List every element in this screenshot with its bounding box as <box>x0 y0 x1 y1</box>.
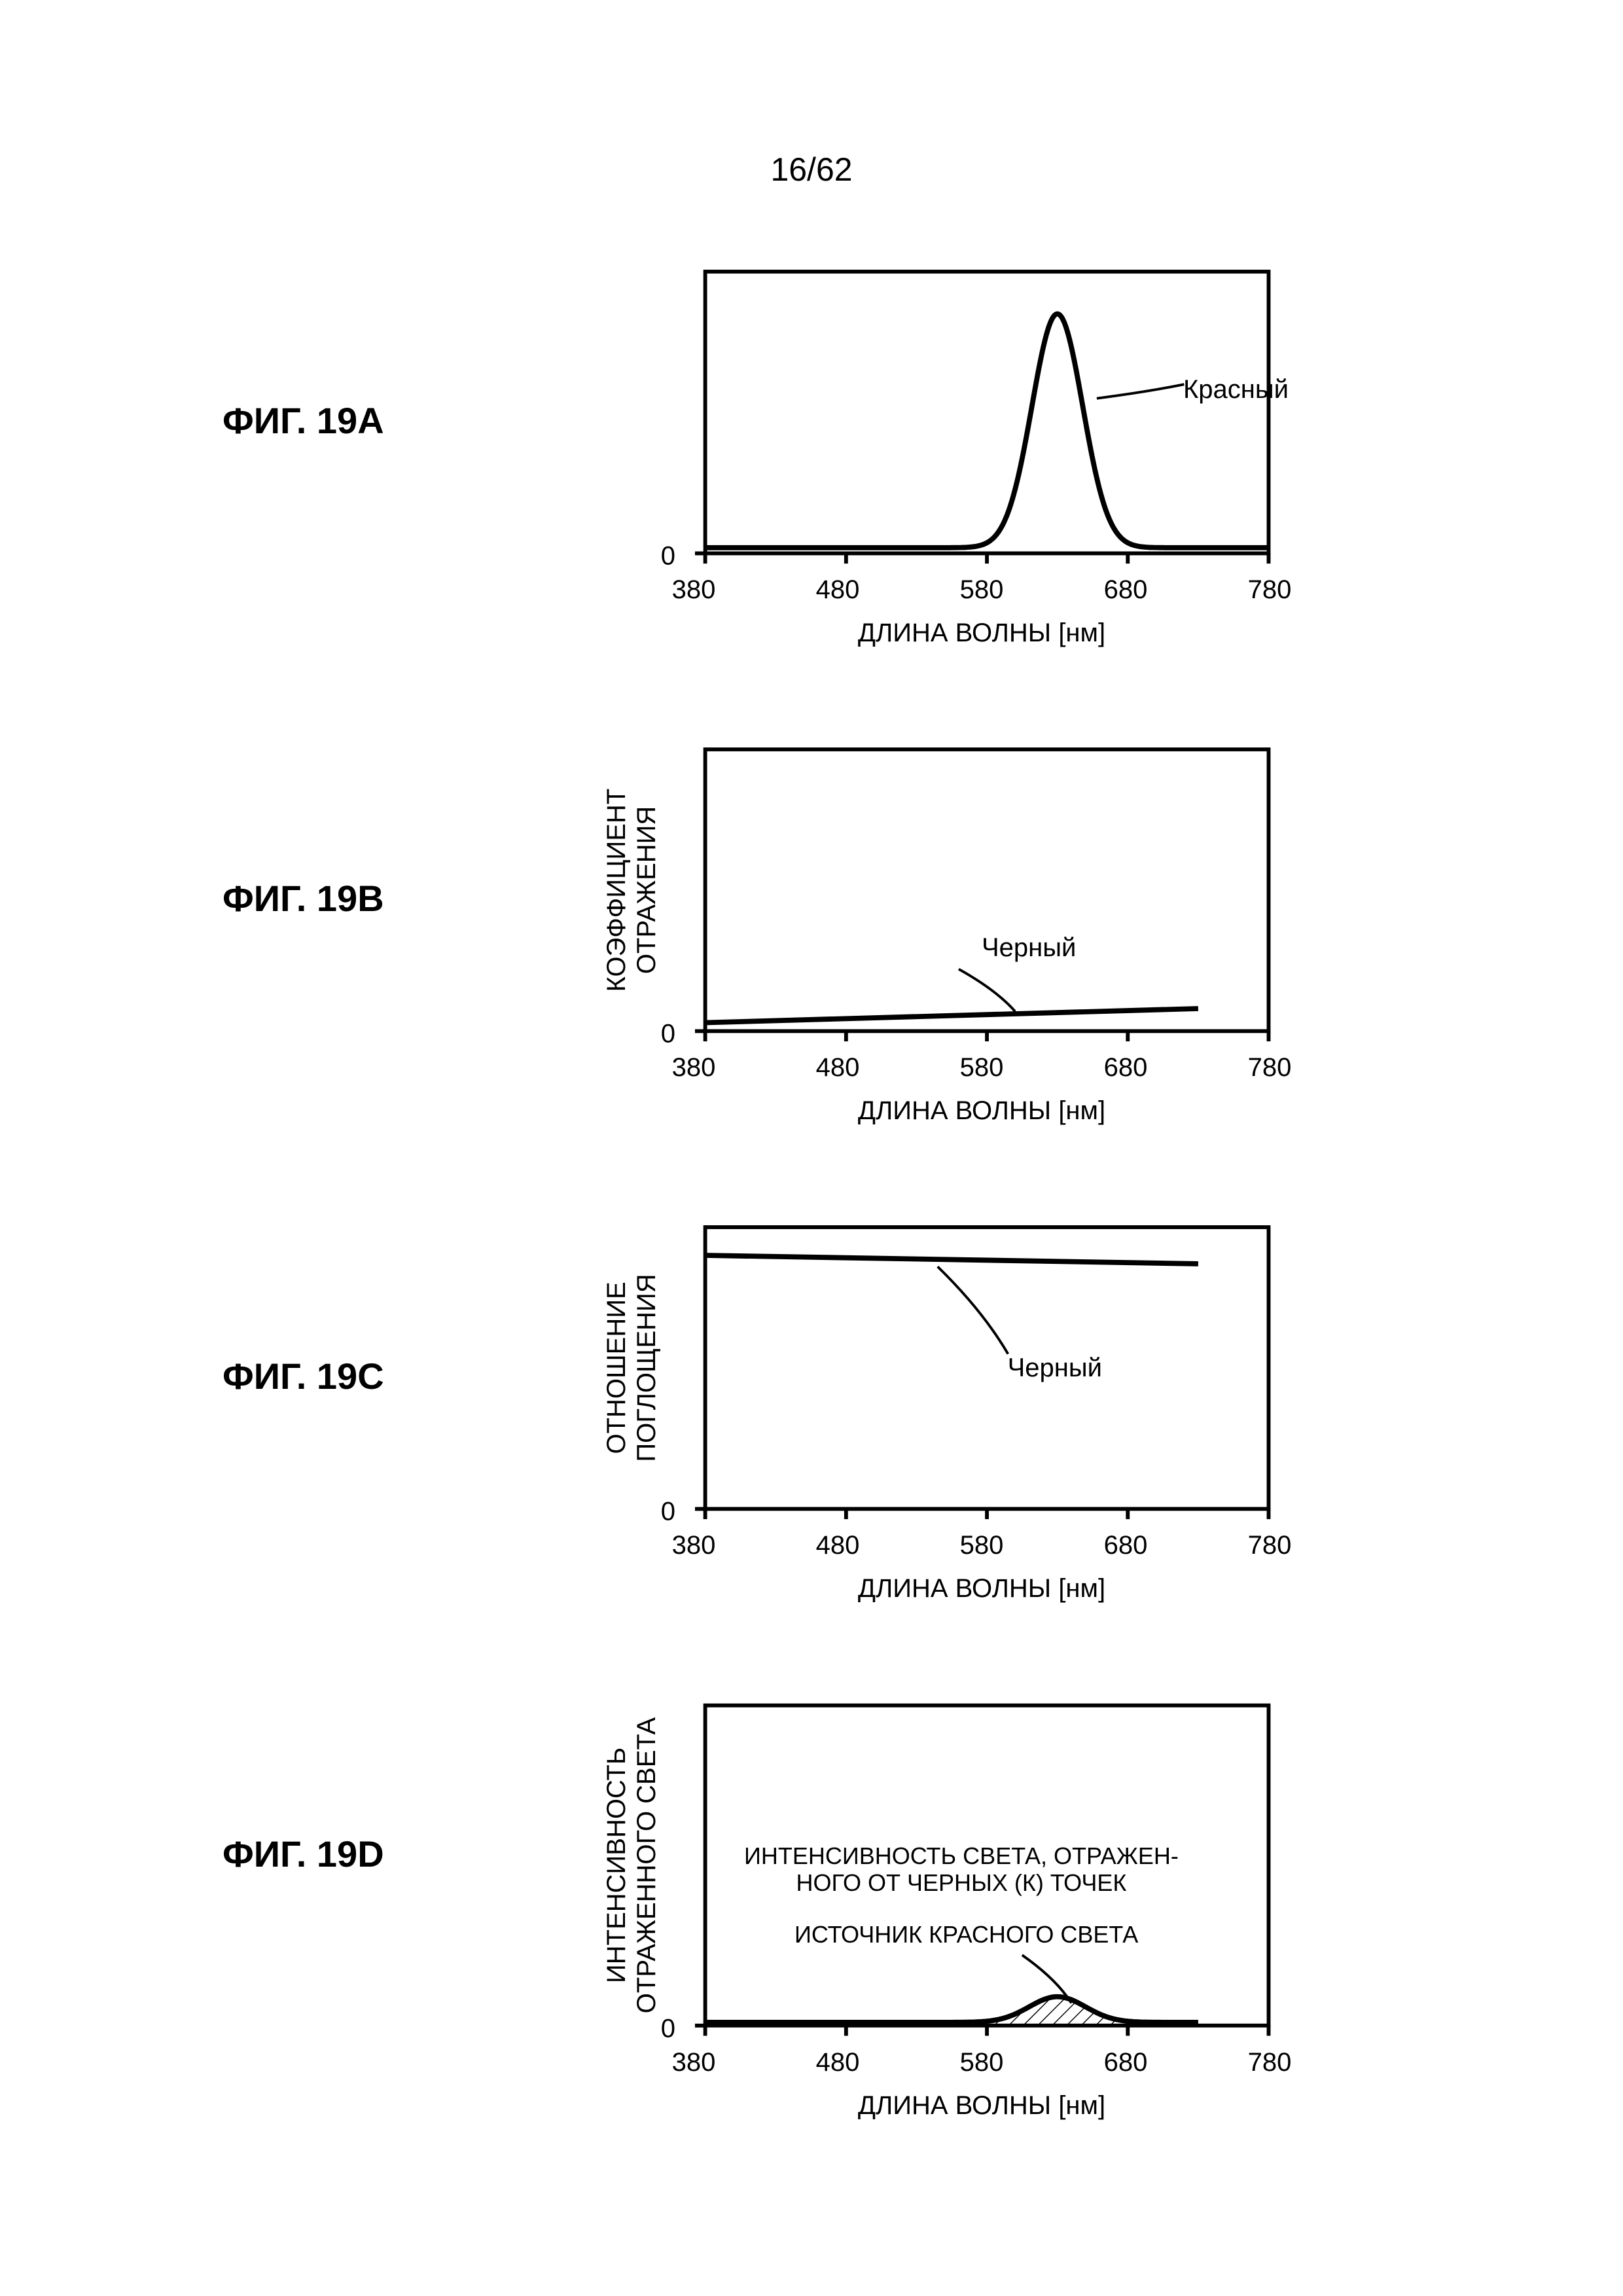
chart-B: 3804805806807800ДЛИНА ВОЛНЫ [нм]КОЭФФИЦИ… <box>694 746 1270 1034</box>
chart-B-axes: 3804805806807800ДЛИНА ВОЛНЫ [нм]КОЭФФИЦИ… <box>694 746 1270 1034</box>
xtick-label: 480 <box>816 575 860 605</box>
y-axis-title: ИНТЕНСИВНОСТЬОТРАЖЕННОГО СВЕТА <box>601 1717 662 2013</box>
xtick-label: 480 <box>816 1053 860 1083</box>
curve-label: Черный <box>982 933 1076 963</box>
xtick-label: 380 <box>672 1053 716 1083</box>
x-axis-title: ДЛИНА ВОЛНЫ [нм] <box>858 619 1105 648</box>
y-zero-label: 0 <box>661 1020 675 1049</box>
y-axis-title: КОЭФФИЦИЕНТОТРАЖЕНИЯ <box>601 789 662 992</box>
page: 16/62 ФИГ. 19A3804805806807800ДЛИНА ВОЛН… <box>0 0 1623 2296</box>
xtick-label: 380 <box>672 1531 716 1560</box>
curve-label: Красный <box>1183 375 1289 404</box>
chart-text-2: ИСТОЧНИК КРАСНОГО СВЕТА <box>794 1921 1138 1948</box>
xtick-label: 780 <box>1248 1531 1292 1560</box>
y-zero-label: 0 <box>661 542 675 571</box>
xtick-label: 780 <box>1248 2048 1292 2077</box>
curve-label: Черный <box>1008 1354 1102 1383</box>
xtick-label: 580 <box>960 1531 1004 1560</box>
chart-C: 3804805806807800ДЛИНА ВОЛНЫ [нм]ОТНОШЕНИ… <box>694 1224 1270 1512</box>
xtick-label: 380 <box>672 2048 716 2077</box>
y-zero-label: 0 <box>661 2015 675 2044</box>
xtick-label: 480 <box>816 1531 860 1560</box>
xtick-label: 680 <box>1104 1531 1148 1560</box>
page-number: 16/62 <box>770 151 852 188</box>
figure-label-A: ФИГ. 19A <box>223 399 384 442</box>
xtick-label: 780 <box>1248 1053 1292 1083</box>
chart-A: 3804805806807800ДЛИНА ВОЛНЫ [нм]Красный <box>694 268 1270 556</box>
xtick-label: 780 <box>1248 575 1292 605</box>
chart-text-1: ИНТЕНСИВНОСТЬ СВЕТА, ОТРАЖЕН-НОГО ОТ ЧЕР… <box>744 1842 1179 1897</box>
x-axis-title: ДЛИНА ВОЛНЫ [нм] <box>858 1574 1105 1604</box>
chart-D: 3804805806807800ДЛИНА ВОЛНЫ [нм]ИНТЕНСИВ… <box>694 1702 1270 2029</box>
chart-D-axes: 3804805806807800ДЛИНА ВОЛНЫ [нм]ИНТЕНСИВ… <box>694 1702 1270 2029</box>
chart-C-axes: 3804805806807800ДЛИНА ВОЛНЫ [нм]ОТНОШЕНИ… <box>694 1224 1270 1512</box>
xtick-label: 580 <box>960 1053 1004 1083</box>
xtick-label: 680 <box>1104 575 1148 605</box>
xtick-label: 580 <box>960 575 1004 605</box>
xtick-label: 680 <box>1104 1053 1148 1083</box>
xtick-label: 480 <box>816 2048 860 2077</box>
x-axis-title: ДЛИНА ВОЛНЫ [нм] <box>858 1096 1105 1126</box>
y-axis-title: ОТНОШЕНИЕПОГЛОЩЕНИЯ <box>601 1274 662 1462</box>
xtick-label: 380 <box>672 575 716 605</box>
figure-label-C: ФИГ. 19C <box>223 1355 384 1397</box>
figure-label-B: ФИГ. 19B <box>223 877 384 920</box>
xtick-label: 680 <box>1104 2048 1148 2077</box>
x-axis-title: ДЛИНА ВОЛНЫ [нм] <box>858 2091 1105 2121</box>
y-zero-label: 0 <box>661 1498 675 1527</box>
chart-A-axes: 3804805806807800ДЛИНА ВОЛНЫ [нм]Красный <box>694 268 1270 556</box>
figure-label-D: ФИГ. 19D <box>223 1833 384 1875</box>
xtick-label: 580 <box>960 2048 1004 2077</box>
